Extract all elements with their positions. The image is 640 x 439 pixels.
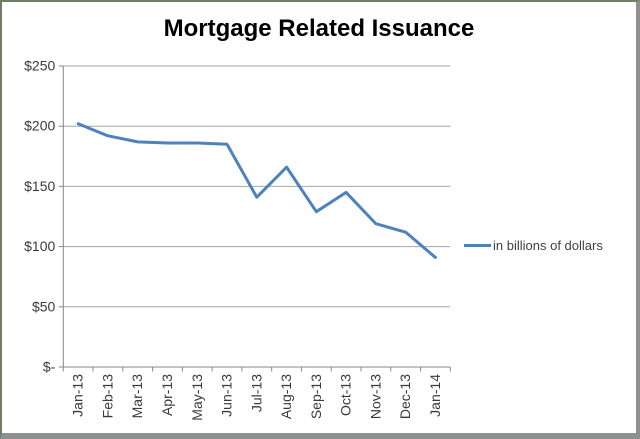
x-axis-tick-label: Apr-13: [159, 374, 175, 416]
y-axis-tick-label: $200: [24, 118, 55, 134]
x-axis-tick-label: Sep-13: [308, 374, 324, 419]
x-axis-tick-label: Jun-13: [219, 374, 235, 417]
legend-series-label: in billions of dollars: [493, 237, 603, 253]
y-axis-tick-label: $-: [43, 359, 56, 375]
line-chart-plot: $- $50 $100 $150 $200 $250 Jan-13 Feb-13 Mar-13 A…: [24, 58, 451, 421]
legend: in billions of dollars: [464, 236, 603, 254]
x-axis-tick-label: Oct-13: [338, 374, 354, 416]
x-axis-tick-label: Mar-13: [129, 374, 145, 419]
legend-line-marker-icon: [464, 243, 491, 247]
x-axis-tick-label: Jan-14: [427, 374, 443, 417]
x-axis-tick-label: Jul-13: [248, 374, 264, 412]
y-axis-tick-label: $150: [24, 178, 55, 194]
x-axis-tick-label: Jan-13: [70, 374, 86, 417]
x-axis-tick-label: May-13: [189, 374, 205, 421]
x-axis-tick-label: Dec-13: [397, 374, 413, 419]
y-axis-tick-label: $250: [24, 58, 55, 74]
y-axis-tick-label: $100: [24, 238, 55, 254]
chart-title: Mortgage Related Issuance: [163, 15, 475, 42]
x-axis-tick-label: Nov-13: [367, 374, 383, 419]
x-axis-tick-label: Feb-13: [99, 374, 115, 419]
series-line: [76, 122, 437, 259]
y-axis-tick-label: $50: [32, 298, 56, 314]
x-axis-tick-label: Aug-13: [278, 374, 294, 419]
